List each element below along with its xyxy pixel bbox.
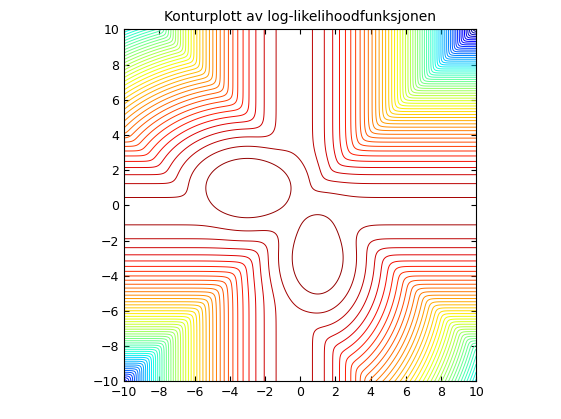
- Title: Konturplott av log-likelihoodfunksjonen: Konturplott av log-likelihoodfunksjonen: [164, 10, 436, 24]
